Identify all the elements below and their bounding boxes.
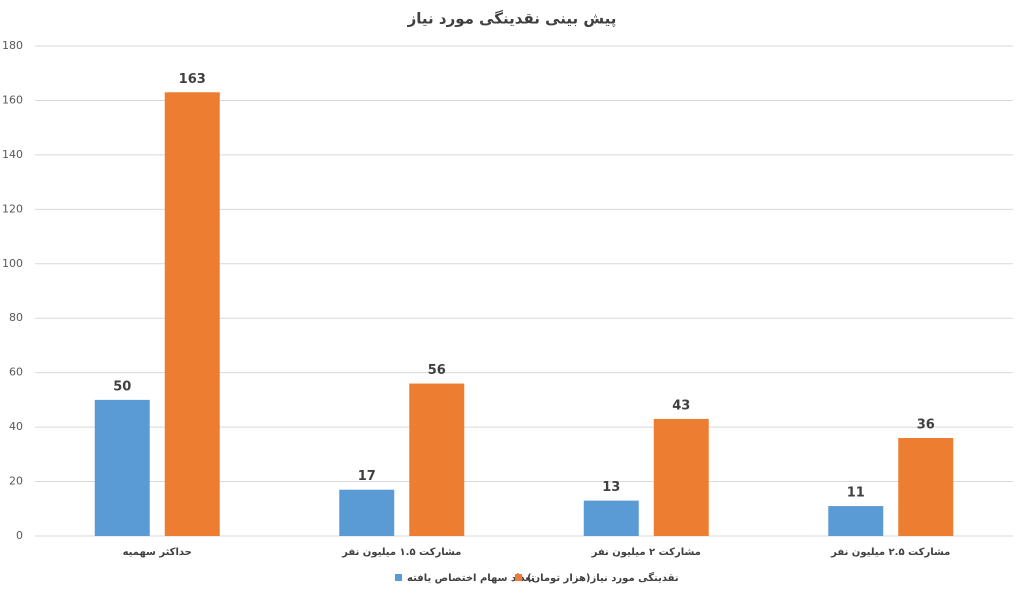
y-tick-label: 160: [2, 93, 23, 106]
y-tick-label: 140: [2, 148, 23, 161]
bar: [653, 418, 709, 536]
data-label: 17: [358, 469, 376, 484]
bar: [898, 438, 954, 536]
y-tick-label: 180: [2, 39, 23, 52]
x-tick-label: مشارکت ۲ میلیون نفر: [591, 547, 701, 558]
y-tick-label: 100: [2, 257, 23, 270]
data-label: 50: [113, 379, 131, 394]
data-label: 13: [602, 480, 620, 495]
y-tick-label: 60: [9, 366, 23, 379]
x-tick-label: مشارکت ۲.۵ میلیون نفر: [830, 547, 950, 558]
legend-label: نقدینگی مورد نیاز(هزار تومان): [527, 571, 679, 584]
y-tick-label: 80: [9, 311, 23, 324]
bar: [583, 500, 639, 536]
bar: [409, 383, 465, 536]
data-label: 43: [672, 398, 690, 413]
x-tick-label: مشارکت ۱.۵ میلیون نفر: [341, 547, 461, 558]
bar: [94, 399, 150, 536]
data-label: 11: [847, 486, 865, 501]
data-label: 56: [428, 363, 446, 378]
y-tick-label: 40: [9, 420, 23, 433]
bar: [828, 506, 884, 536]
data-label: 36: [917, 418, 935, 433]
y-tick-label: 20: [9, 475, 23, 488]
legend-swatch: [395, 574, 402, 581]
legend-label: تعداد سهام اختصاص یافته: [407, 573, 535, 584]
bar: [339, 489, 395, 536]
data-label: 163: [179, 72, 206, 87]
bar: [164, 92, 220, 537]
y-tick-label: 0: [16, 529, 23, 542]
chart-title: پیش بینی نقدینگی مورد نیاز: [407, 10, 617, 29]
x-tick-label: حداکثر سهمیه: [123, 547, 192, 558]
legend-swatch: [515, 574, 522, 581]
y-tick-label: 120: [2, 202, 23, 215]
